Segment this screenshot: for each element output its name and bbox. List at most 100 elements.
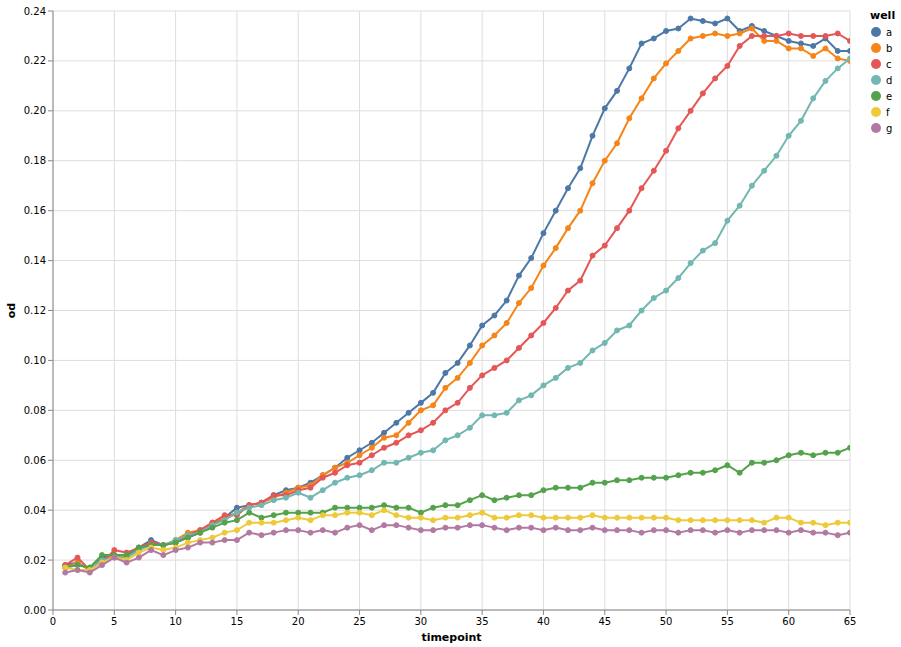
series-point [504,528,509,533]
series-point [774,458,779,463]
series-point [737,518,742,523]
x-tick-label: 5 [111,616,117,627]
y-tick [48,60,53,61]
series-point [615,528,620,533]
series-point [112,555,117,560]
y-tick [48,460,53,461]
series-point [553,306,558,311]
series-point [798,46,803,51]
series-point [541,528,546,533]
series-point [271,530,276,535]
series-point [161,543,166,548]
y-tick-label: 0.16 [24,205,46,216]
series-point [247,510,252,515]
series-point [786,38,791,43]
series-point [749,518,754,523]
x-tick [53,610,54,615]
series-point [590,253,595,258]
series-point [553,246,558,251]
y-tick-label: 0.20 [24,105,46,116]
series-point [541,515,546,520]
series-point [664,475,669,480]
series-point [553,375,558,380]
y-grid-line [53,160,850,161]
series-point [639,530,644,535]
series-point [283,495,288,500]
series-point [798,520,803,525]
series-point [382,460,387,465]
series-point [737,43,742,48]
series-point [345,525,350,530]
series-point [700,518,705,523]
series-point [774,515,779,520]
series-point [664,148,669,153]
series-point [75,563,80,568]
series-point [112,555,117,560]
y-grid-line [53,11,850,12]
series-point [185,545,190,550]
y-tick [48,560,53,561]
series-point [443,525,448,530]
series-point [161,548,166,553]
series-point [541,383,546,388]
series-f [63,508,850,573]
series-point [749,26,754,31]
series-point [418,450,423,455]
x-tick-label: 60 [782,616,795,627]
series-point [737,31,742,36]
series-point [798,41,803,46]
series-point [590,525,595,530]
x-tick-label: 50 [660,616,673,627]
series-point [357,510,362,515]
series-point [112,548,117,553]
series-point [136,550,141,555]
series-point [382,508,387,513]
series-point [185,540,190,545]
series-point [565,226,570,231]
series-point [823,450,828,455]
series-point [823,530,828,535]
series-point [320,488,325,493]
series-point [418,428,423,433]
series-line [65,58,850,567]
series-point [835,520,840,525]
series-point [480,510,485,515]
series-point [320,513,325,518]
series-point [811,453,816,458]
series-point [676,518,681,523]
series-point [835,66,840,71]
series-point [480,373,485,378]
series-point [161,543,166,548]
legend-label: b [886,43,892,54]
series-point [480,493,485,498]
series-point [565,515,570,520]
series-point [161,543,166,548]
series-point [737,530,742,535]
series-point [504,320,509,325]
series-point [345,475,350,480]
series-point [259,520,264,525]
series-point [848,530,851,535]
series-point [848,38,851,43]
plot-area [63,16,850,575]
series-point [296,528,301,533]
legend-label: f [886,107,890,118]
y-tick [48,260,53,261]
series-point [688,528,693,533]
series-point [700,248,705,253]
series-point [296,490,301,495]
legend-swatch [871,123,881,133]
series-point [492,515,497,520]
y-tick [48,110,53,111]
series-point [664,61,669,66]
series-point [443,370,448,375]
series-point [247,530,252,535]
series-point [443,503,448,508]
series-point [713,241,718,246]
series-point [369,528,374,533]
series-point [63,565,68,570]
series-point [222,520,227,525]
series-point [676,276,681,281]
series-point [688,470,693,475]
series-e [63,445,850,570]
